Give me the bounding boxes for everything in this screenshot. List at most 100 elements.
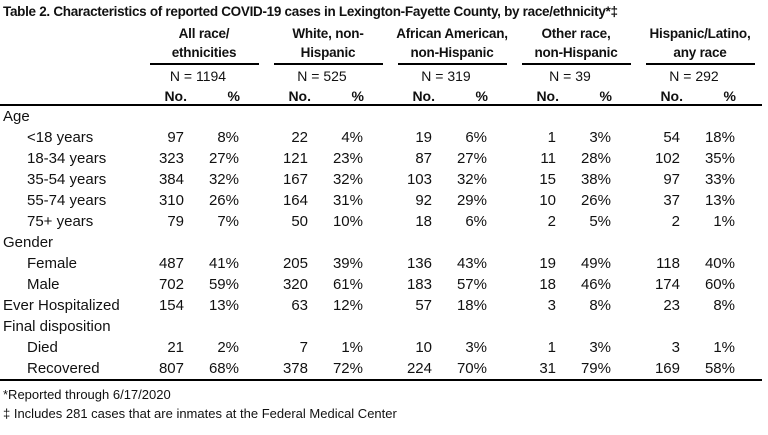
group-label-line1: African American, <box>396 26 508 41</box>
cell-pct: 58% <box>691 358 762 381</box>
cell-pct: 7% <box>217 213 239 230</box>
cell-no: 2 <box>547 213 556 230</box>
column-group-other-race: Other race, non-Hispanic <box>514 24 638 65</box>
cell-no: 487 <box>158 255 184 272</box>
group-n-count: N = 525 <box>297 68 347 84</box>
cell-pct: 23% <box>332 150 363 167</box>
cell-no: 807 <box>142 358 195 381</box>
footnote-reported-through: *Reported through 6/17/2020 <box>3 387 171 402</box>
cell-pct: 70% <box>443 358 514 381</box>
cell-pct: 5% <box>589 213 611 230</box>
table-row-75plus: 75+ years 79 7% 50 10% 18 6% 2 5% 2 1% <box>0 211 762 232</box>
group-label-line1: Hispanic/Latino, <box>649 26 751 41</box>
cell-pct: 32% <box>208 171 239 188</box>
group-header-row: All race/ ethnicities White, non- Hispan… <box>0 24 762 65</box>
cell-pct: 8% <box>217 129 239 146</box>
row-label: 55-74 years <box>27 192 107 209</box>
cell-no: 7 <box>299 339 308 356</box>
cell-pct: 38% <box>580 171 611 188</box>
spacer-cell <box>0 65 142 87</box>
table-row-male: Male 702 59% 320 61% 183 57% 18 46% 174 … <box>0 274 762 295</box>
cell-pct: 6% <box>465 213 487 230</box>
cell-no: 18 <box>415 213 432 230</box>
group-label-line2: non-Hispanic <box>410 45 494 60</box>
table-row-55-74: 55-74 years 310 26% 164 31% 92 29% 10 26… <box>0 190 762 211</box>
table-row-35-54: 35-54 years 384 32% 167 32% 103 32% 15 3… <box>0 169 762 190</box>
section-label: Final disposition <box>3 318 111 335</box>
cell-pct: 13% <box>704 192 735 209</box>
cell-no: 174 <box>654 276 680 293</box>
cell-no: 164 <box>282 192 308 209</box>
cell-no: 1 <box>547 129 556 146</box>
column-group-hispanic-latino: Hispanic/Latino, any race <box>638 24 762 65</box>
cell-no: 384 <box>158 171 184 188</box>
cell-no: 22 <box>291 129 308 146</box>
no-column-header: No. <box>142 87 195 106</box>
cell-pct: 26% <box>580 192 611 209</box>
group-n-count: N = 39 <box>549 68 591 84</box>
no-column-header: No. <box>514 87 567 106</box>
cell-no: 18 <box>539 276 556 293</box>
cell-no: 378 <box>266 358 319 381</box>
footnotes: *Reported through 6/17/2020 ‡ Includes 2… <box>0 381 768 423</box>
row-label: Recovered <box>0 358 142 381</box>
cell-pct: 49% <box>580 255 611 272</box>
no-column-header: No. <box>266 87 319 106</box>
row-label: Male <box>27 276 60 293</box>
pct-column-header: % <box>319 87 390 106</box>
cell-pct: 72% <box>319 358 390 381</box>
cell-no: 702 <box>158 276 184 293</box>
covid-characteristics-table: All race/ ethnicities White, non- Hispan… <box>0 24 762 381</box>
cell-pct: 2% <box>217 339 239 356</box>
table-row-18-34: 18-34 years 323 27% 121 23% 87 27% 11 28… <box>0 148 762 169</box>
cell-pct: 13% <box>208 297 239 314</box>
column-group-all-races: All race/ ethnicities <box>142 24 266 65</box>
cell-no: 136 <box>406 255 432 272</box>
section-label: Age <box>3 108 30 125</box>
cell-no: 92 <box>415 192 432 209</box>
cell-pct: 8% <box>589 297 611 314</box>
cell-pct: 61% <box>332 276 363 293</box>
group-label-line2: Hispanic <box>300 45 356 60</box>
cell-no: 1 <box>547 339 556 356</box>
cell-pct: 43% <box>456 255 487 272</box>
spacer-cell <box>142 105 762 127</box>
row-label: Female <box>27 255 78 272</box>
column-group-white: White, non- Hispanic <box>266 24 390 65</box>
footnote-inmates: ‡ Includes 281 cases that are inmates at… <box>3 406 397 421</box>
cell-no: 15 <box>539 171 556 188</box>
cell-no: 205 <box>282 255 308 272</box>
section-row-final-disposition: Final disposition <box>0 316 762 337</box>
cell-no: 79 <box>167 213 184 230</box>
cell-no: 102 <box>654 150 680 167</box>
table-row-under18: <18 years 97 8% 22 4% 19 6% 1 3% 54 18% <box>0 127 762 148</box>
cell-pct: 4% <box>341 129 363 146</box>
spacer-cell <box>0 87 142 106</box>
cell-pct: 18% <box>704 129 735 146</box>
cell-pct: 28% <box>580 150 611 167</box>
cell-pct: 41% <box>208 255 239 272</box>
cell-no: 320 <box>282 276 308 293</box>
cell-pct: 31% <box>332 192 363 209</box>
cell-pct: 10% <box>332 213 363 230</box>
group-label-line1: Other race, <box>541 26 611 41</box>
cell-pct: 68% <box>195 358 266 381</box>
spacer-cell <box>0 24 142 65</box>
cell-pct: 32% <box>332 171 363 188</box>
cell-pct: 12% <box>332 297 363 314</box>
cell-pct: 33% <box>704 171 735 188</box>
cell-no: 2 <box>671 213 680 230</box>
section-row-age: Age <box>0 105 762 127</box>
cell-pct: 46% <box>580 276 611 293</box>
pct-column-header: % <box>195 87 266 106</box>
cell-no: 23 <box>663 297 680 314</box>
cell-pct: 6% <box>465 129 487 146</box>
cell-no: 21 <box>167 339 184 356</box>
cell-pct: 79% <box>567 358 638 381</box>
cell-no: 57 <box>415 297 432 314</box>
section-row-gender: Gender <box>0 232 762 253</box>
cell-pct: 26% <box>208 192 239 209</box>
cell-no: 224 <box>390 358 443 381</box>
cell-pct: 27% <box>208 150 239 167</box>
